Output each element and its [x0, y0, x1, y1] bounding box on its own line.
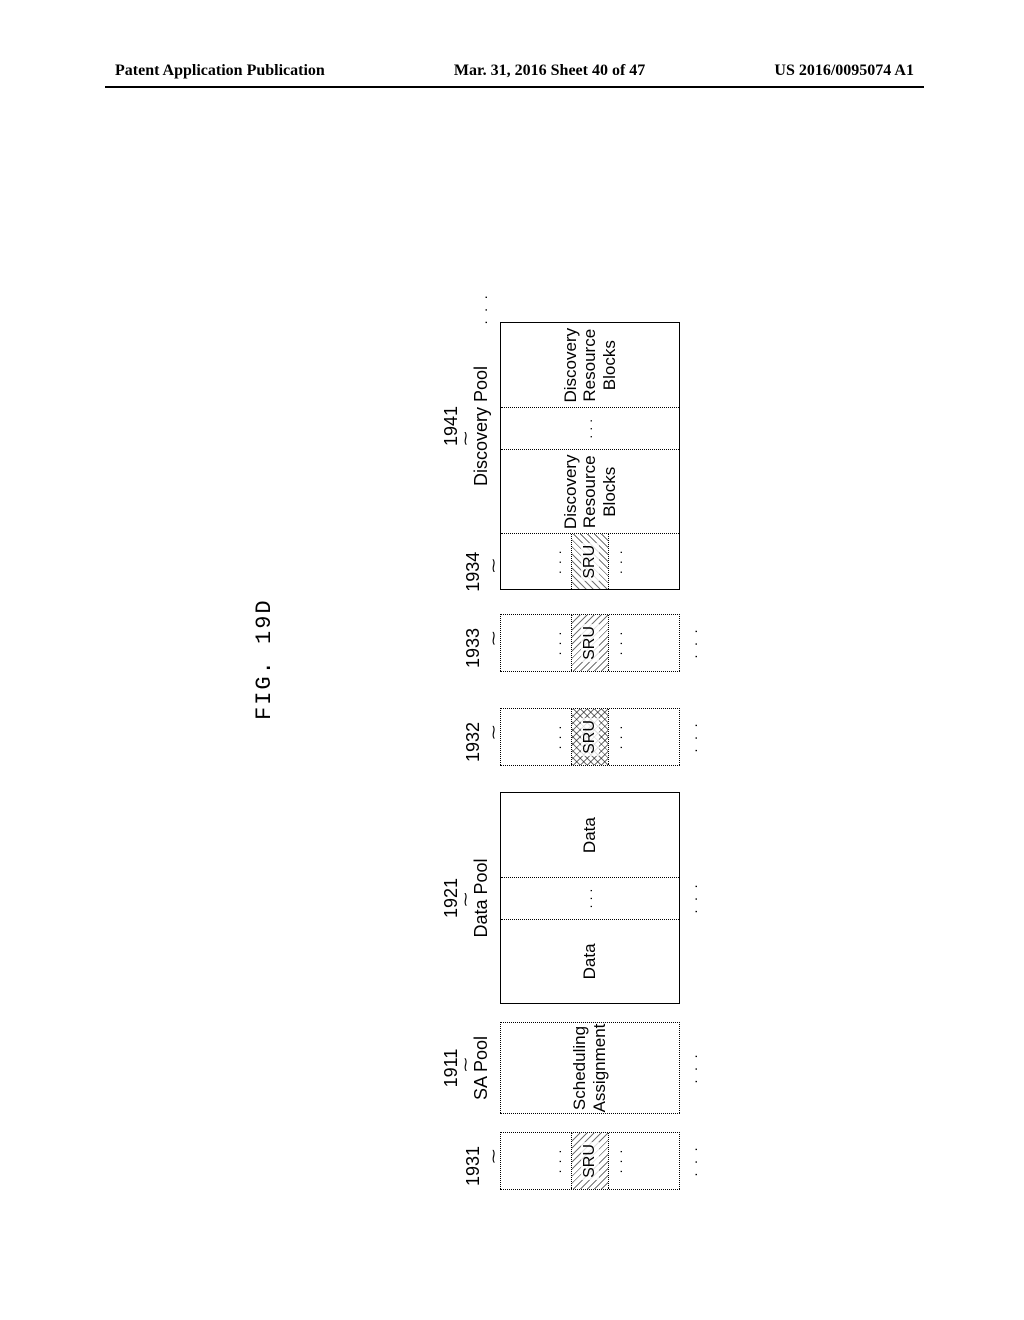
- dots: · · ·: [687, 615, 703, 671]
- dots: · · ·: [501, 615, 571, 671]
- header-center: Mar. 31, 2016 Sheet 40 of 47: [454, 62, 645, 80]
- label-data-pool: Data Pool: [471, 793, 492, 1003]
- dots: · · ·: [609, 534, 679, 589]
- t: Discovery: [561, 454, 580, 529]
- dots: · · ·: [687, 709, 703, 765]
- ref-1933: 1933: [463, 620, 484, 676]
- t: Resource: [580, 329, 599, 402]
- dots: · · ·: [687, 1023, 703, 1113]
- header-rule: [105, 86, 924, 88]
- sru-label: SRU: [581, 543, 599, 581]
- dots: · · ·: [609, 615, 679, 671]
- t: Discovery: [561, 328, 580, 403]
- label-discovery-pool: Discovery Pool: [471, 293, 492, 559]
- disc-col-0: Discovery Resource Blocks: [501, 449, 679, 533]
- t: Blocks: [600, 340, 619, 390]
- dots: · · ·: [609, 1133, 679, 1189]
- ref-1941: 1941: [441, 293, 462, 559]
- dots: · · ·: [477, 293, 493, 325]
- ref-1934: 1934: [463, 544, 484, 599]
- sa-line2: Assignment: [590, 1024, 609, 1113]
- header-left: Patent Application Publication: [115, 62, 325, 80]
- sru-label: SRU: [581, 718, 599, 756]
- dots: · · ·: [687, 793, 703, 1003]
- sru-band-1932: SRU: [571, 709, 610, 765]
- data-col-2: Data: [501, 793, 679, 877]
- ref-1932: 1932: [463, 714, 484, 770]
- dots: · · ·: [687, 1133, 703, 1189]
- dots: · · ·: [501, 1133, 571, 1189]
- sa-text: Scheduling Assignment: [570, 1024, 609, 1113]
- data-col-0: Data: [501, 919, 679, 1003]
- t: Resource: [580, 455, 599, 528]
- figure-label: FIG. 19D: [252, 598, 277, 720]
- block-data-pool: 1921 ⁓ Data Pool Data · · · Data · · ·: [500, 792, 680, 1004]
- leader-icon: ⁓: [485, 631, 502, 645]
- sru-band-1934: SRU: [571, 534, 610, 589]
- ref-1931: 1931: [463, 1138, 484, 1194]
- block-sru-1934: 1934 ⁓ · · · SRU · · ·: [501, 533, 679, 589]
- dots: · · ·: [609, 709, 679, 765]
- sru-band-1933: SRU: [571, 615, 610, 671]
- sru-label: SRU: [581, 1142, 599, 1180]
- disc-col-2: Discovery Resource Blocks: [501, 323, 679, 407]
- sru-band-1931: SRU: [571, 1133, 610, 1189]
- label-sa-pool: SA Pool: [471, 1023, 492, 1113]
- block-sru-1933: 1933 ⁓ · · · SRU · · · · · ·: [500, 614, 680, 672]
- leader-icon: ⁓: [485, 725, 502, 739]
- dots: · · ·: [501, 709, 571, 765]
- t: Blocks: [600, 467, 619, 517]
- block-sru-1931: 1931 ⁓ · · · SRU · · · · · ·: [500, 1132, 680, 1190]
- diagram: 1931 ⁓ · · · SRU · · · · · · 1911 ⁓ SA P…: [500, 322, 680, 1190]
- leader-icon: ⁓: [485, 1149, 502, 1163]
- header-right: US 2016/0095074 A1: [774, 62, 914, 80]
- page-header: Patent Application Publication Mar. 31, …: [0, 62, 1024, 80]
- leader-icon: ⁓: [485, 559, 502, 573]
- dots: · · ·: [501, 534, 571, 589]
- block-sru-1932: 1932 ⁓ · · · SRU · · · · · ·: [500, 708, 680, 766]
- data-col-dots: · · ·: [501, 877, 679, 919]
- diagram-row: 1931 ⁓ · · · SRU · · · · · · 1911 ⁓ SA P…: [500, 322, 680, 1190]
- block-sa-pool: 1911 ⁓ SA Pool Scheduling Assignment · ·…: [500, 1022, 680, 1114]
- disc-col-dots: · · ·: [501, 407, 679, 449]
- block-discovery-pool: 1941 ⁓ Discovery Pool · · · 1934 ⁓ · · ·…: [500, 322, 680, 590]
- sru-label: SRU: [581, 624, 599, 662]
- sa-line1: Scheduling: [570, 1026, 589, 1110]
